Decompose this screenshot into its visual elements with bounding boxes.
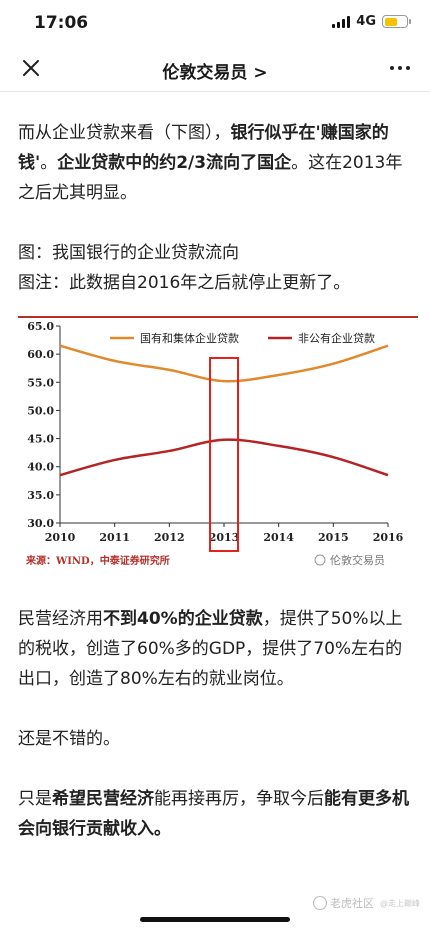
figure-note: 图注：此数据自2016年之后就停止更新了。 xyxy=(18,273,351,293)
home-indicator[interactable] xyxy=(140,917,290,922)
watermark-handle: @走上巅峰 xyxy=(380,898,420,908)
tiger-logo-icon xyxy=(313,896,327,910)
text-segment: 只是 xyxy=(18,789,52,809)
text-segment: 。这在2013年之后尤其明显。 xyxy=(18,153,403,203)
status-icons: 4G xyxy=(332,14,411,29)
figure-caption: 图：我国银行的企业贷款流向 xyxy=(18,243,239,263)
account-name-link[interactable]: 伦敦交易员 > xyxy=(162,63,268,83)
paragraph-closing: 只是希望民营经济能再接再厉，争取今后能有更多机会向银行贡献收入。 xyxy=(18,784,418,844)
text-segment: 而从企业贷款来看（下图）， xyxy=(18,123,231,143)
battery-icon xyxy=(382,15,411,28)
x-tick-label: 2012 xyxy=(154,531,185,544)
x-tick-label: 2011 xyxy=(99,531,130,544)
status-time: 17:06 xyxy=(34,13,89,33)
loan-flow-chart: 65.0 60.0 55.0 50.0 45.0 40.0 35.0 30.0 2010 2011… xyxy=(18,316,418,574)
paragraph-loans: 而从企业贷款来看（下图），银行似乎在'赚国家的钱'。企业贷款中的约2/3流向了国… xyxy=(18,118,418,208)
x-tick-label: 2016 xyxy=(373,531,404,544)
paragraph-private-economy: 民营经济用不到40%的企业贷款，提供了50%以上的税收，创造了60%多的GDP，… xyxy=(18,604,418,694)
more-options-icon[interactable] xyxy=(390,66,410,70)
x-tick-label: 2013 xyxy=(209,531,240,544)
y-tick-label: 50.0 xyxy=(27,404,54,417)
legend-label: 国有和集体企业贷款 xyxy=(140,331,239,345)
article-body: 而从企业贷款来看（下图），银行似乎在'赚国家的钱'。企业贷款中的约2/3流向了国… xyxy=(18,118,418,298)
text-segment: 不到40%的企业贷款 xyxy=(103,609,263,629)
y-tick-label: 40.0 xyxy=(27,461,54,474)
nav-bar: 伦敦交易员 > xyxy=(0,46,430,92)
text-segment: 银行似乎在'赚国家的钱' xyxy=(18,123,389,173)
series-line-1 xyxy=(59,438,389,477)
text-segment: ，提供了50%以上的税收，创造了60%多的GDP，提供了70%左右的出口，创造了… xyxy=(18,609,403,689)
highlight-2013-box xyxy=(209,357,239,552)
x-tick-label: 2014 xyxy=(263,531,294,544)
network-type: 4G xyxy=(356,14,376,29)
status-bar: 17:06 4G xyxy=(0,0,430,44)
text-segment: 能再接再厉，争取今后 xyxy=(154,789,324,809)
text-segment: 还是不错的。 xyxy=(18,729,120,749)
y-tick-label: 60.0 xyxy=(27,348,54,361)
chart-source: 来源：WIND，中泰证券研究所 xyxy=(25,554,170,567)
y-tick-label: 65.0 xyxy=(27,320,54,333)
wechat-logo-icon xyxy=(314,554,326,566)
y-tick-label: 45.0 xyxy=(27,433,54,446)
y-tick-label: 55.0 xyxy=(27,376,54,389)
community-watermark: 老虎社区 @走上巅峰 xyxy=(313,895,420,911)
series-line-0 xyxy=(59,344,389,383)
close-icon[interactable] xyxy=(20,57,42,79)
text-segment: 企业贷款中的约2/3流向了国企 xyxy=(57,153,292,173)
text-segment: 能有更多机会向银行贡献收入。 xyxy=(18,789,409,839)
watermark-text: 老虎社区 xyxy=(330,897,374,910)
paragraph-not-bad: 还是不错的。 xyxy=(18,724,418,754)
text-segment: 希望民营经济 xyxy=(52,789,154,809)
y-tick-label: 30.0 xyxy=(27,517,54,530)
battery-fill xyxy=(384,17,398,26)
signal-icon xyxy=(332,15,351,28)
text-segment: 民营经济用 xyxy=(18,609,103,629)
chart-watermark: 伦敦交易员 xyxy=(330,553,385,567)
legend-label: 非公有企业贷款 xyxy=(298,331,375,345)
text-segment: 。 xyxy=(40,153,58,173)
article-body-cont: 民营经济用不到40%的企业贷款，提供了50%以上的税收，创造了60%多的GDP，… xyxy=(18,604,418,844)
x-tick-label: 2010 xyxy=(45,531,76,544)
y-tick-label: 35.0 xyxy=(27,489,54,502)
x-tick-label: 2015 xyxy=(318,531,349,544)
